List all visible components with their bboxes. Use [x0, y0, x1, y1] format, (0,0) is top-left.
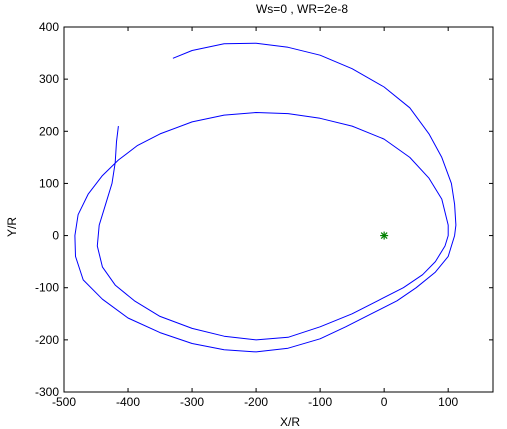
y-axis-label: Y/R [5, 217, 19, 237]
center-marker [380, 231, 389, 240]
x-tick-label: -400 [116, 395, 140, 409]
x-tick-label: 0 [381, 395, 388, 409]
y-tick-label: -200 [35, 333, 59, 347]
marker-layer [380, 231, 389, 240]
y-tick-label: -100 [35, 281, 59, 295]
y-tick-label: 100 [39, 176, 59, 190]
y-tick-label: 200 [39, 124, 59, 138]
chart-title: Ws=0 , WR=2e-8 [256, 2, 348, 16]
x-tick-label: 100 [438, 395, 458, 409]
plot-area [63, 26, 494, 393]
y-tick-label: 400 [39, 20, 59, 34]
y-tick-label: 0 [52, 229, 59, 243]
y-tick-label: -300 [35, 385, 59, 399]
x-tick-label: -500 [52, 395, 76, 409]
x-axis-label: X/R [280, 415, 300, 429]
orbit-layer [74, 42, 457, 353]
y-axis: -300 -200 -100 0 100 200 300 400 [35, 20, 493, 399]
x-tick-label: -300 [180, 395, 204, 409]
x-axis: -500 -400 -300 -200 -100 0 100 [52, 27, 459, 409]
x-tick-label: -200 [244, 395, 268, 409]
orbit-series-1 [74, 42, 457, 353]
x-tick-label: -100 [308, 395, 332, 409]
y-tick-label: 300 [39, 72, 59, 86]
